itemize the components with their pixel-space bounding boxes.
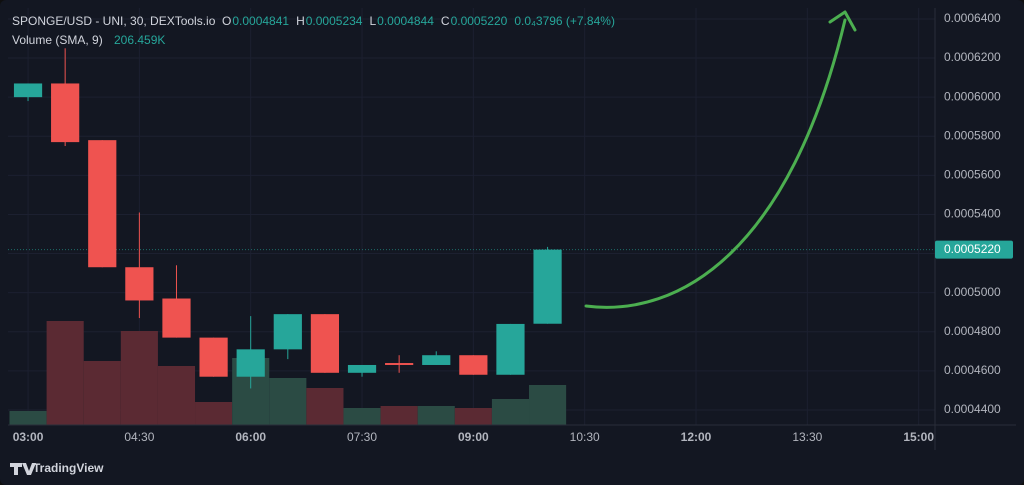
candle-layer [13, 48, 562, 389]
x-tick-label: 04:30 [124, 430, 154, 444]
ohlc-legend: O 0.0004841 H 0.0005234 L 0.0004844 C 0.0005220… [222, 14, 615, 28]
candle-body [13, 83, 43, 98]
candle-body [310, 314, 340, 373]
volume-bar [380, 406, 418, 425]
volume-bar [454, 408, 492, 425]
ohlc-value: 0.0005234 [306, 14, 363, 28]
volume-bar [529, 385, 567, 425]
y-tick-label: 0.0004400 [944, 402, 1001, 416]
x-tick-label: 13:30 [792, 430, 822, 444]
candle-body [236, 349, 265, 377]
arrow [584, 18, 847, 309]
y-tick-label: 0.0005000 [944, 285, 1001, 299]
candle-body [51, 83, 80, 143]
ohlc-value: 0.0004844 [377, 14, 434, 28]
candle-body [88, 140, 117, 268]
candle-body [199, 337, 228, 377]
ohlc-value: 0.0005220 [451, 14, 508, 28]
y-tick-label: 0.0004800 [944, 324, 1001, 338]
volume-bar [46, 321, 84, 425]
tradingview-logo [10, 463, 36, 475]
price-change: 0.0₄3796 (+7.84%) [514, 14, 615, 28]
last-price-label: 0.0005220 [944, 242, 1001, 256]
volume-bar [157, 366, 196, 425]
x-tick-label: 12:00 [681, 430, 712, 444]
candle-body [459, 355, 488, 375]
candle-body [347, 364, 377, 373]
volume-bar [9, 411, 47, 425]
candle-body [162, 298, 191, 338]
volume-bar [120, 331, 158, 425]
candle-body [533, 249, 562, 324]
candle-body [125, 267, 154, 301]
volume-label: Volume (SMA, 9) [12, 33, 103, 47]
candle-body [385, 363, 414, 365]
x-tick-label: 07:30 [347, 430, 377, 444]
ohlc-key: O [222, 14, 231, 28]
y-tick-label: 0.0005400 [944, 207, 1001, 221]
footer-brand: TradingView [33, 461, 104, 475]
y-tick-label: 0.0004600 [944, 363, 1001, 377]
symbol-title: SPONGE/USD - UNI, 30, DEXTools.io [12, 14, 216, 28]
volume-bar [269, 378, 307, 425]
y-tick-label: 0.0005600 [944, 168, 1001, 182]
volume-layer [9, 321, 567, 425]
volume-bar [83, 361, 121, 425]
ohlc-key: H [296, 14, 305, 28]
ohlc-value: 0.0004841 [232, 14, 289, 28]
candle-body [422, 355, 451, 365]
x-tick-label: 10:30 [570, 430, 600, 444]
y-tick-label: 0.0006400 [944, 11, 1001, 25]
axis-layer: 0.0004400 0.0004600 0.0004800 0.0005000 0.00… [13, 11, 1013, 444]
y-tick-label: 0.0006000 [944, 89, 1001, 103]
y-tick-label: 0.0005800 [944, 128, 1001, 142]
candle-body [273, 314, 302, 350]
volume-bar [343, 408, 381, 425]
candle-body [496, 323, 525, 375]
x-tick-label: 15:00 [903, 430, 934, 444]
volume-bar [417, 406, 455, 425]
last-price-box [935, 240, 1013, 259]
y-tick-label: 0.0006200 [944, 50, 1001, 64]
ohlc-key: L [369, 14, 376, 28]
volume-bar [491, 399, 530, 425]
x-tick-label: 03:00 [13, 430, 44, 444]
x-tick-label: 06:00 [235, 430, 266, 444]
volume-value: 206.459K [114, 33, 165, 47]
arrow-head [828, 10, 857, 32]
x-tick-label: 09:00 [458, 430, 489, 444]
ohlc-key: C [441, 14, 450, 28]
volume-bar [306, 388, 344, 425]
volume-bar [195, 402, 233, 425]
